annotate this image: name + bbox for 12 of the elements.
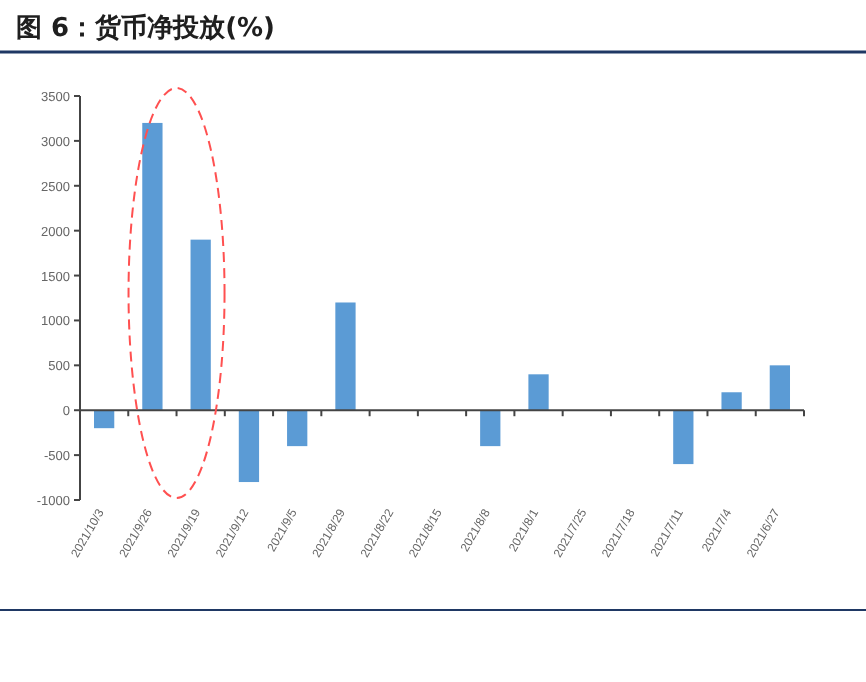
bar	[287, 410, 308, 447]
bar	[142, 122, 163, 411]
bar	[94, 410, 115, 429]
bar	[190, 239, 211, 411]
chart-title: 图 6：货币净投放(%)	[16, 12, 275, 44]
bar	[721, 392, 742, 411]
bar	[769, 365, 790, 411]
bar	[335, 302, 356, 411]
bar	[238, 410, 260, 483]
bar	[528, 374, 549, 411]
bar	[480, 410, 501, 447]
bar	[673, 410, 694, 465]
